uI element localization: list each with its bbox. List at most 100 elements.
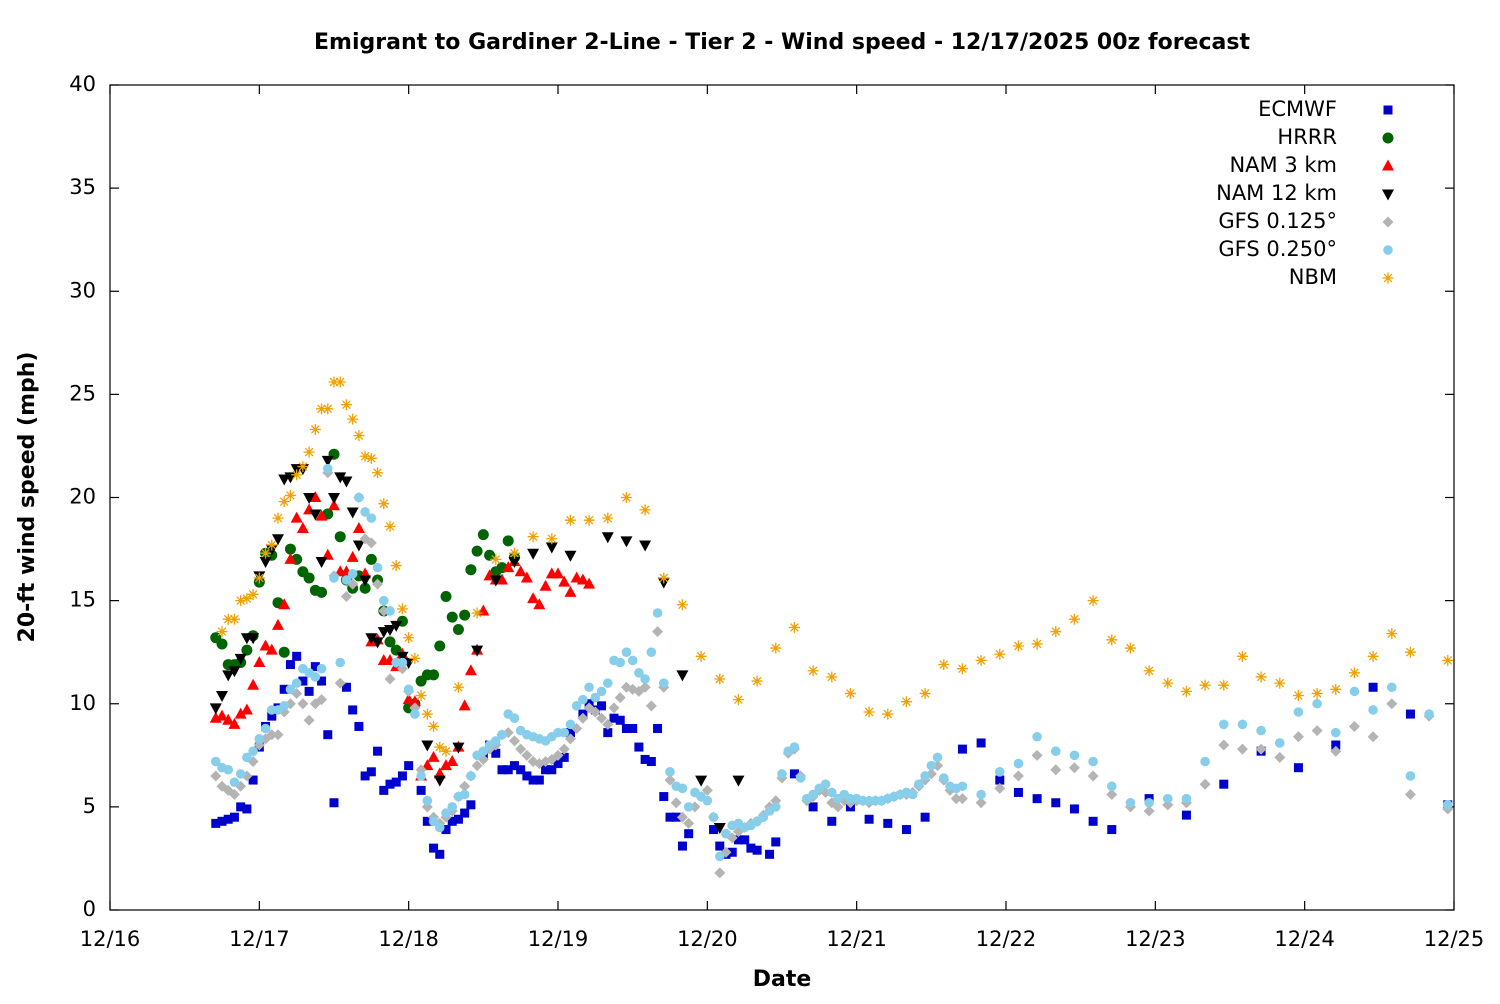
data-point: [359, 450, 371, 462]
data-point: [1013, 758, 1024, 769]
data-point: [732, 694, 744, 706]
data-point: [771, 837, 781, 847]
data-point: [247, 588, 259, 600]
data-point: [248, 746, 258, 756]
data-point: [1255, 743, 1267, 755]
x-tick-label: 12/22: [976, 927, 1037, 951]
data-point: [1218, 679, 1230, 691]
data-point: [1236, 743, 1248, 755]
data-point: [541, 765, 551, 775]
data-point: [733, 835, 743, 845]
y-tick-label: 25: [69, 381, 96, 405]
data-point: [240, 703, 253, 715]
data-point: [758, 812, 769, 822]
legend-marker: [1382, 132, 1394, 144]
data-point: [334, 472, 347, 484]
data-point: [615, 657, 626, 668]
data-point: [223, 764, 234, 775]
data-point: [832, 801, 844, 813]
data-point: [334, 677, 346, 689]
data-point: [1331, 740, 1341, 750]
data-point: [708, 812, 719, 822]
data-point: [372, 578, 384, 590]
data-point: [303, 714, 315, 726]
data-point: [621, 724, 631, 733]
data-point: [1255, 671, 1267, 683]
data-point: [1050, 626, 1062, 638]
data-point: [316, 586, 328, 598]
data-point: [994, 767, 1005, 777]
data-point: [440, 759, 452, 771]
data-point: [441, 808, 451, 818]
data-point: [440, 591, 452, 602]
data-point: [614, 692, 626, 704]
data-point: [1200, 756, 1210, 767]
data-point: [341, 682, 351, 692]
data-point: [266, 729, 278, 741]
data-point: [422, 816, 432, 826]
data-point: [620, 492, 632, 503]
data-point: [695, 775, 708, 787]
data-point: [292, 651, 302, 661]
data-point: [296, 521, 309, 533]
data-point: [272, 618, 284, 630]
data-point: [826, 787, 837, 798]
data-point: [527, 548, 540, 560]
data-point: [602, 678, 613, 688]
data-point: [957, 744, 967, 754]
y-tick-label: 5: [83, 794, 96, 818]
data-point: [527, 531, 539, 543]
data-point: [920, 771, 930, 781]
data-point: [248, 775, 258, 785]
data-point: [459, 780, 471, 792]
data-point: [670, 797, 682, 809]
data-point: [777, 769, 787, 779]
data-point: [639, 681, 651, 693]
data-point: [1068, 762, 1080, 774]
data-point: [653, 724, 663, 733]
data-point: [278, 496, 290, 508]
data-point: [285, 684, 296, 695]
data-point: [421, 759, 434, 771]
data-point: [216, 638, 228, 650]
data-point: [253, 656, 266, 667]
data-point: [378, 498, 390, 510]
data-point: [316, 694, 328, 706]
data-point: [1442, 654, 1454, 666]
data-point: [900, 696, 912, 708]
data-point: [297, 698, 309, 710]
data-point: [278, 646, 290, 658]
data-point: [303, 446, 315, 458]
data-point: [1367, 731, 1379, 743]
data-point: [385, 779, 395, 789]
data-point: [341, 575, 352, 585]
data-point: [714, 851, 725, 862]
data-point: [315, 556, 328, 568]
data-point: [901, 825, 911, 835]
data-point: [460, 808, 470, 818]
data-point: [683, 817, 695, 829]
data-point: [278, 598, 291, 610]
data-point: [1031, 638, 1043, 650]
data-point: [453, 814, 463, 824]
data-point: [509, 713, 520, 723]
data-point: [452, 624, 464, 635]
data-point: [478, 746, 489, 756]
data-point: [466, 800, 476, 810]
y-tick-label: 0: [83, 897, 96, 921]
data-point: [701, 784, 713, 796]
data-point: [628, 724, 638, 733]
data-point: [235, 595, 247, 607]
data-point: [210, 770, 222, 782]
data-point: [471, 760, 483, 772]
data-point: [1386, 698, 1398, 710]
data-point: [1349, 686, 1360, 697]
data-point: [284, 543, 296, 555]
data-point: [477, 529, 489, 541]
data-point: [788, 621, 800, 633]
data-point: [1368, 705, 1378, 715]
data-point: [559, 727, 570, 738]
data-point: [366, 513, 377, 523]
data-point: [435, 849, 445, 859]
data-point: [1404, 646, 1416, 658]
